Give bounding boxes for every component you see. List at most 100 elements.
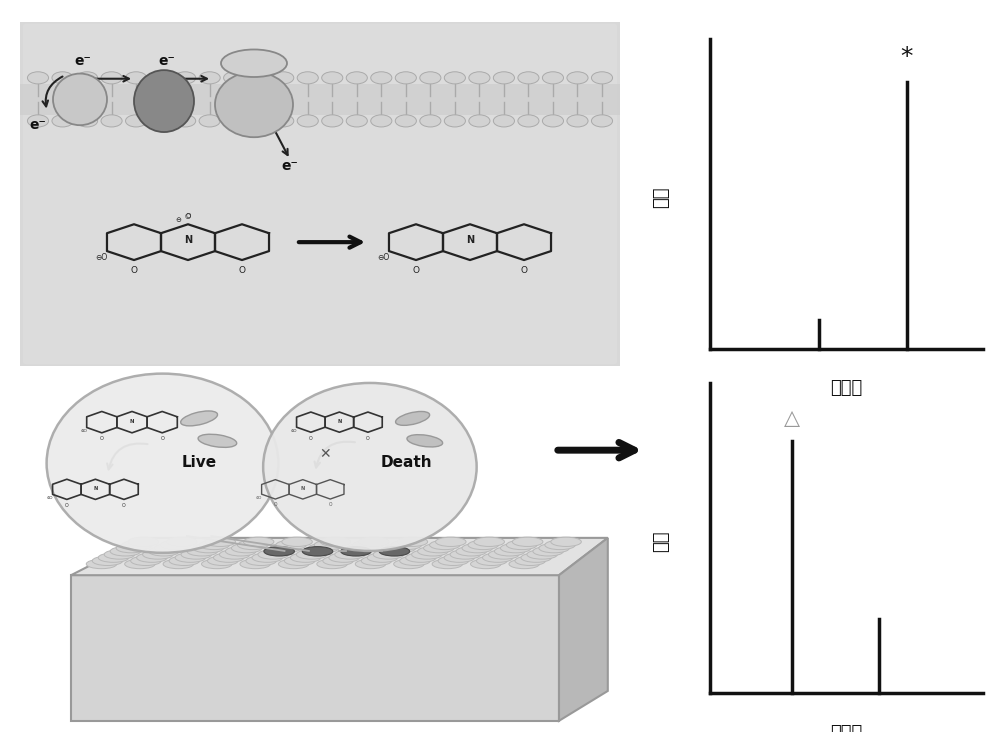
- Ellipse shape: [361, 556, 392, 566]
- Text: 质荷比: 质荷比: [830, 379, 863, 397]
- Ellipse shape: [521, 553, 551, 562]
- Ellipse shape: [591, 115, 613, 127]
- Ellipse shape: [438, 556, 469, 566]
- Bar: [20, 84, 620, 115]
- Ellipse shape: [225, 547, 256, 556]
- Ellipse shape: [163, 559, 194, 569]
- Ellipse shape: [296, 550, 327, 559]
- Ellipse shape: [551, 537, 581, 547]
- Ellipse shape: [406, 553, 436, 562]
- Ellipse shape: [76, 72, 98, 84]
- Text: ⊖O: ⊖O: [290, 429, 297, 433]
- Ellipse shape: [444, 72, 465, 84]
- Ellipse shape: [396, 411, 430, 425]
- Ellipse shape: [474, 537, 504, 547]
- Ellipse shape: [134, 70, 194, 132]
- Text: 强度: 强度: [652, 187, 670, 209]
- Ellipse shape: [539, 543, 569, 553]
- Ellipse shape: [493, 115, 514, 127]
- Ellipse shape: [128, 537, 159, 547]
- Ellipse shape: [355, 559, 386, 569]
- Ellipse shape: [341, 547, 371, 556]
- Ellipse shape: [161, 540, 191, 550]
- Ellipse shape: [167, 537, 197, 547]
- Ellipse shape: [273, 115, 294, 127]
- Ellipse shape: [450, 550, 481, 559]
- Ellipse shape: [221, 50, 287, 77]
- Ellipse shape: [329, 553, 359, 562]
- Text: O: O: [274, 502, 277, 507]
- Ellipse shape: [246, 556, 276, 566]
- Ellipse shape: [412, 550, 442, 559]
- Ellipse shape: [317, 559, 347, 569]
- Text: e⁻: e⁻: [75, 54, 91, 68]
- Ellipse shape: [385, 543, 416, 553]
- Ellipse shape: [27, 72, 49, 84]
- Ellipse shape: [169, 556, 200, 566]
- Ellipse shape: [518, 72, 539, 84]
- Ellipse shape: [371, 72, 392, 84]
- Ellipse shape: [104, 550, 135, 559]
- Text: N: N: [184, 236, 192, 245]
- Ellipse shape: [542, 115, 564, 127]
- Ellipse shape: [371, 115, 392, 127]
- Ellipse shape: [150, 72, 171, 84]
- Text: O: O: [160, 436, 164, 441]
- Text: O: O: [309, 436, 313, 441]
- Ellipse shape: [394, 559, 424, 569]
- Ellipse shape: [263, 383, 477, 551]
- Text: ⊖O: ⊖O: [256, 496, 262, 500]
- Ellipse shape: [122, 540, 153, 550]
- Text: 强度: 强度: [652, 531, 670, 553]
- Ellipse shape: [76, 115, 98, 127]
- Polygon shape: [559, 538, 608, 721]
- Text: ⊖O: ⊖O: [46, 496, 53, 500]
- Ellipse shape: [243, 537, 274, 547]
- Ellipse shape: [353, 540, 383, 550]
- Ellipse shape: [116, 543, 147, 553]
- Ellipse shape: [591, 72, 613, 84]
- Ellipse shape: [278, 559, 309, 569]
- Ellipse shape: [395, 115, 416, 127]
- Ellipse shape: [101, 72, 122, 84]
- Ellipse shape: [175, 72, 196, 84]
- Ellipse shape: [126, 115, 147, 127]
- Ellipse shape: [199, 540, 229, 550]
- Text: N: N: [301, 486, 305, 491]
- Ellipse shape: [468, 540, 498, 550]
- Ellipse shape: [219, 550, 250, 559]
- Ellipse shape: [322, 115, 343, 127]
- Ellipse shape: [430, 540, 460, 550]
- Text: N: N: [466, 236, 474, 245]
- Ellipse shape: [252, 553, 282, 562]
- Ellipse shape: [150, 115, 171, 127]
- Ellipse shape: [379, 547, 410, 556]
- Ellipse shape: [224, 115, 245, 127]
- Text: O: O: [65, 503, 69, 508]
- Ellipse shape: [379, 547, 410, 556]
- Ellipse shape: [533, 547, 563, 556]
- FancyBboxPatch shape: [23, 23, 617, 365]
- Ellipse shape: [231, 543, 262, 553]
- Text: N: N: [130, 419, 134, 424]
- Ellipse shape: [456, 547, 487, 556]
- Ellipse shape: [518, 115, 539, 127]
- Ellipse shape: [567, 115, 588, 127]
- Ellipse shape: [264, 547, 294, 556]
- Text: ⊖O: ⊖O: [95, 253, 108, 262]
- Ellipse shape: [193, 543, 224, 553]
- Ellipse shape: [290, 553, 321, 562]
- Ellipse shape: [215, 72, 293, 137]
- Ellipse shape: [322, 72, 343, 84]
- Ellipse shape: [175, 553, 206, 562]
- Text: O: O: [366, 436, 370, 441]
- Ellipse shape: [477, 556, 507, 566]
- Ellipse shape: [542, 72, 564, 84]
- Ellipse shape: [199, 115, 220, 127]
- Ellipse shape: [323, 556, 353, 566]
- Text: ⊖O: ⊖O: [80, 430, 87, 433]
- Ellipse shape: [397, 537, 428, 547]
- Ellipse shape: [202, 559, 232, 569]
- Ellipse shape: [137, 553, 167, 562]
- Ellipse shape: [101, 115, 122, 127]
